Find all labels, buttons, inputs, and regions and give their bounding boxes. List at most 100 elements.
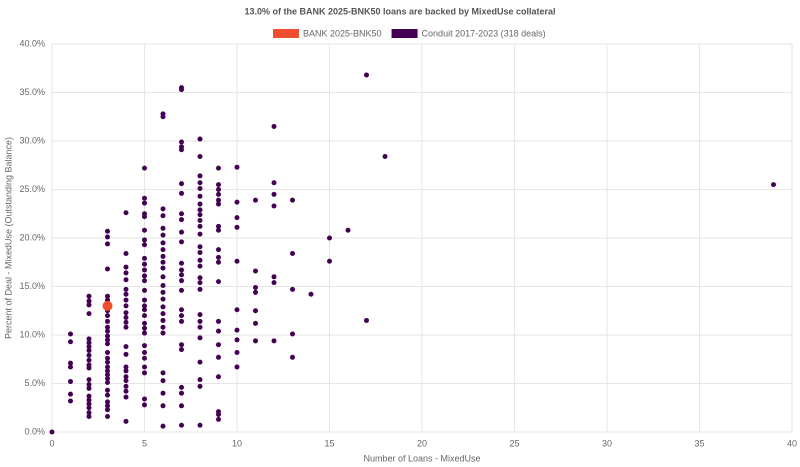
data-point bbox=[105, 380, 110, 386]
data-point bbox=[234, 337, 240, 343]
data-point bbox=[160, 259, 166, 265]
data-point bbox=[197, 173, 203, 179]
data-point bbox=[123, 319, 129, 325]
data-point bbox=[197, 207, 203, 213]
data-point bbox=[179, 287, 184, 293]
data-point bbox=[179, 239, 184, 245]
data-point bbox=[345, 227, 351, 233]
legend-swatch bbox=[273, 29, 299, 38]
data-point bbox=[123, 251, 129, 257]
data-point bbox=[234, 349, 240, 355]
data-point bbox=[179, 139, 184, 145]
data-point bbox=[179, 318, 184, 324]
data-point bbox=[160, 289, 166, 295]
data-point bbox=[105, 341, 110, 347]
data-point bbox=[68, 391, 73, 397]
data-point bbox=[86, 340, 92, 346]
data-point bbox=[160, 330, 166, 336]
data-point bbox=[179, 267, 184, 273]
data-point bbox=[160, 317, 166, 323]
data-point bbox=[271, 338, 277, 344]
data-point bbox=[160, 253, 166, 259]
data-point bbox=[142, 313, 147, 319]
data-point bbox=[234, 327, 240, 333]
data-point bbox=[308, 291, 314, 297]
data-point bbox=[216, 374, 221, 380]
data-point bbox=[197, 422, 203, 428]
data-point bbox=[197, 186, 203, 192]
data-point bbox=[179, 272, 184, 278]
data-point bbox=[179, 87, 184, 93]
data-point bbox=[197, 223, 203, 229]
data-point bbox=[216, 201, 221, 207]
data-point bbox=[105, 355, 110, 361]
data-point bbox=[160, 232, 166, 238]
data-point bbox=[253, 308, 258, 314]
x-tick-label: 35 bbox=[694, 438, 704, 448]
data-point bbox=[160, 240, 166, 246]
y-axis-label: Percent of Deal - MixedUse (Outstanding … bbox=[3, 137, 13, 339]
data-point bbox=[179, 181, 184, 187]
data-point bbox=[86, 377, 92, 383]
data-point bbox=[142, 273, 147, 279]
data-point bbox=[160, 225, 166, 231]
data-point bbox=[197, 218, 203, 224]
data-point bbox=[216, 328, 221, 334]
data-point bbox=[179, 278, 184, 284]
data-point bbox=[86, 311, 92, 317]
data-point bbox=[123, 374, 129, 380]
data-point bbox=[160, 378, 166, 384]
data-point bbox=[86, 302, 92, 308]
data-point bbox=[142, 255, 147, 261]
data-point bbox=[253, 289, 258, 295]
data-point bbox=[179, 229, 184, 235]
data-point bbox=[49, 429, 55, 435]
data-point bbox=[179, 384, 184, 390]
data-point bbox=[105, 403, 110, 409]
x-tick-label: 0 bbox=[49, 438, 54, 448]
data-point bbox=[123, 291, 129, 297]
data-point bbox=[123, 303, 129, 309]
data-point bbox=[142, 396, 147, 402]
data-point bbox=[123, 378, 129, 384]
data-point bbox=[197, 312, 203, 318]
data-point bbox=[142, 227, 147, 233]
data-point bbox=[160, 324, 166, 330]
data-point bbox=[123, 310, 129, 316]
data-point bbox=[197, 377, 203, 383]
data-point bbox=[105, 392, 110, 398]
data-point bbox=[197, 154, 203, 160]
data-point bbox=[160, 213, 166, 219]
data-point bbox=[197, 263, 203, 269]
data-point bbox=[68, 398, 73, 404]
data-point bbox=[86, 344, 92, 350]
data-point bbox=[253, 338, 258, 344]
data-point bbox=[197, 180, 203, 186]
data-point bbox=[86, 293, 92, 299]
data-point bbox=[105, 359, 110, 365]
data-point bbox=[216, 416, 221, 422]
data-point bbox=[160, 206, 166, 212]
data-point bbox=[123, 394, 129, 400]
data-point bbox=[105, 324, 110, 330]
data-point bbox=[123, 297, 129, 303]
data-point bbox=[123, 315, 129, 321]
data-point bbox=[197, 136, 203, 142]
data-point bbox=[105, 387, 110, 393]
data-point bbox=[234, 215, 240, 221]
data-point bbox=[105, 368, 110, 374]
data-point bbox=[197, 275, 203, 281]
y-tick-label: 35.0% bbox=[19, 87, 45, 97]
data-point bbox=[216, 412, 221, 418]
data-point bbox=[86, 357, 92, 363]
data-point bbox=[142, 307, 147, 313]
data-point bbox=[123, 286, 129, 292]
data-point bbox=[179, 217, 184, 223]
data-point bbox=[216, 182, 221, 188]
data-point bbox=[142, 278, 147, 284]
data-point bbox=[105, 328, 110, 334]
data-point bbox=[160, 370, 166, 376]
data-point bbox=[160, 114, 166, 120]
data-point bbox=[234, 199, 240, 205]
